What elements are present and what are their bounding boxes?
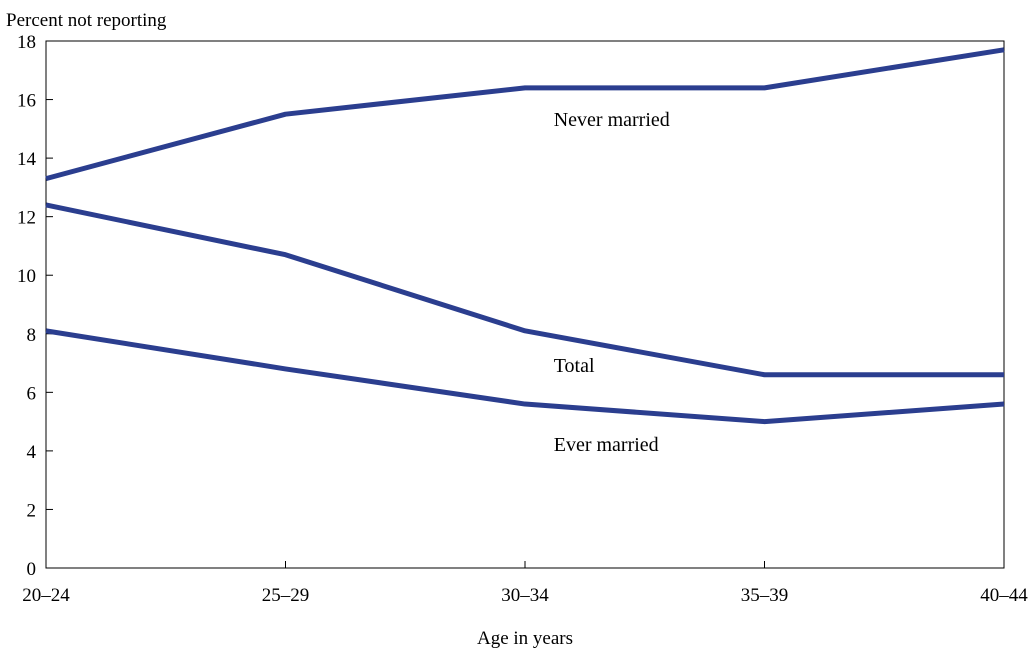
y-tick-label: 0 (27, 559, 37, 580)
x-axis: 20–24 25–29 30–34 35–39 40–44 (22, 561, 1028, 606)
series-label-total: Total (554, 355, 595, 377)
y-tick-label: 4 (27, 442, 37, 463)
x-axis-label: Age in years (477, 628, 573, 649)
y-tick-label: 14 (17, 149, 37, 170)
y-tick-label: 16 (17, 91, 36, 112)
y-tick-label: 10 (17, 266, 36, 287)
series-line-total (45, 202, 1004, 378)
x-tick-label: 35–39 (741, 585, 789, 606)
series-lines (45, 47, 1005, 425)
series-line-never-married (45, 47, 1005, 182)
x-tick-label: 20–24 (22, 585, 70, 606)
series-label-never-married: Never married (554, 109, 670, 131)
x-tick-label: 30–34 (501, 585, 549, 606)
y-tick-label: 12 (17, 208, 36, 229)
series-label-ever-married: Ever married (554, 434, 659, 456)
series-labels: Never married Total Ever married (554, 109, 670, 456)
y-tick-label: 8 (27, 325, 37, 346)
series-line-ever-married (45, 328, 1005, 425)
y-tick-label: 6 (27, 383, 37, 404)
plot-frame (45, 40, 1005, 569)
x-tick-label: 40–44 (980, 585, 1028, 606)
y-tick-label: 2 (27, 500, 37, 521)
y-tick-label: 18 (17, 32, 36, 53)
y-axis-label: Percent not reporting (6, 10, 167, 31)
x-tick-label: 25–29 (262, 585, 310, 606)
y-axis: 0 2 4 6 8 10 12 14 16 18 (17, 32, 53, 580)
